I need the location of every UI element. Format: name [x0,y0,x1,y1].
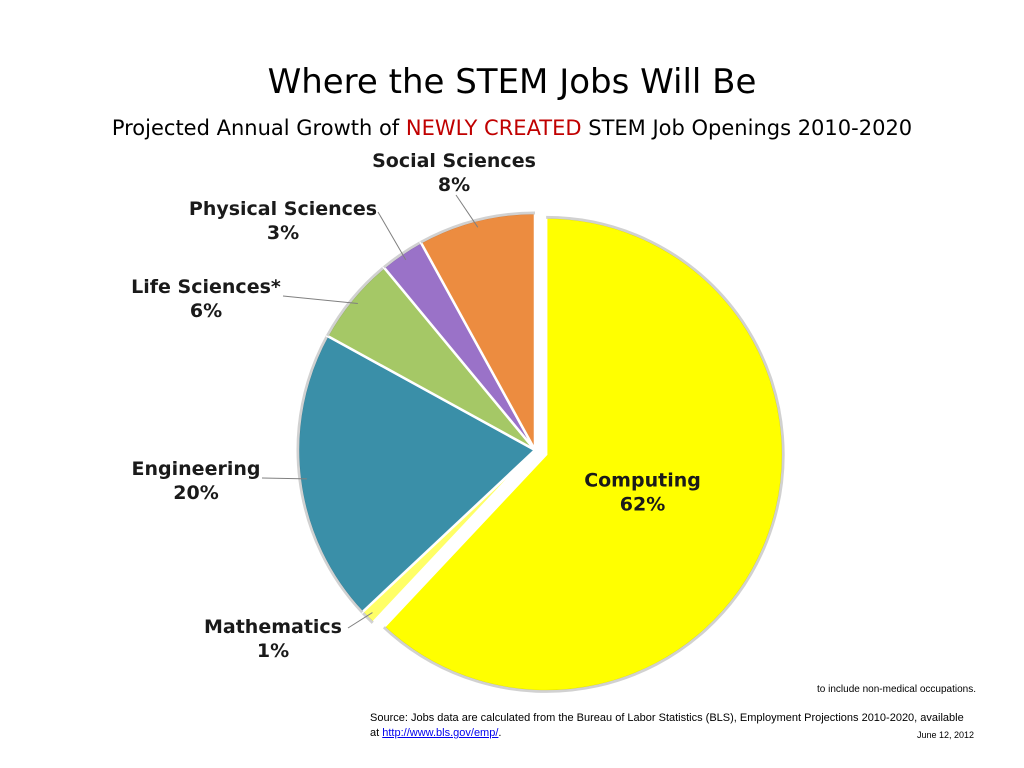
slice-label-mathematics: Mathematics [204,616,342,638]
slice-label-physical-sciences: Physical Sciences [189,198,377,220]
leader-line-life-sciences [282,295,358,304]
slice-value-physical-sciences: 3% [267,222,299,244]
leader-lines [261,194,479,629]
slice-value-life-sciences: 6% [190,300,222,322]
pie-slice-social-sciences [419,211,537,451]
source-note: Source: Jobs data are calculated from th… [370,711,970,741]
leader-line-social-sciences [455,194,479,228]
pie-slice-edge-life-sciences [326,266,385,337]
leader-line-engineering [261,477,307,480]
pie-slice-engineering [296,334,538,615]
slice-value-engineering: 20% [173,482,218,504]
pie-slices [296,211,785,693]
footnote: to include non-medical occupations. [817,684,976,695]
date-stamp: June 12, 2012 [916,730,974,740]
slice-label-social-sciences: Social Sciences [372,150,536,172]
source-text: Source: Jobs data are calculated from th… [370,712,964,739]
slice-value-computing: 62% [620,494,665,516]
page-title: Where the STEM Jobs Will Be [267,62,757,102]
slice-value-mathematics: 1% [257,640,289,662]
slice-value-social-sciences: 8% [438,174,470,196]
pie-slice-edge-engineering [296,335,364,614]
pie-slice-edge-social-sciences [420,211,536,244]
slice-label-computing: Computing [584,470,701,492]
slice-label-life-sciences: Life Sciences* [131,276,281,298]
leader-line-mathematics [347,612,373,629]
leader-line-physical-sciences [377,211,407,261]
page-subtitle: Projected Annual Growth of NEWLY CREATED… [0,116,1024,140]
pie-slice-edge-computing [382,215,785,693]
source-end: . [498,727,502,739]
source-link[interactable]: http://www.bls.gov/emp/ [382,727,499,739]
subtitle-pre: Projected Annual Growth of [111,116,406,140]
slice-label-engineering: Engineering [132,458,261,480]
subtitle-highlight: NEWLY CREATED [405,116,582,140]
subtitle-post: STEM Job Openings 2010-2020 [581,116,913,140]
pie-slice-computing [382,216,785,693]
